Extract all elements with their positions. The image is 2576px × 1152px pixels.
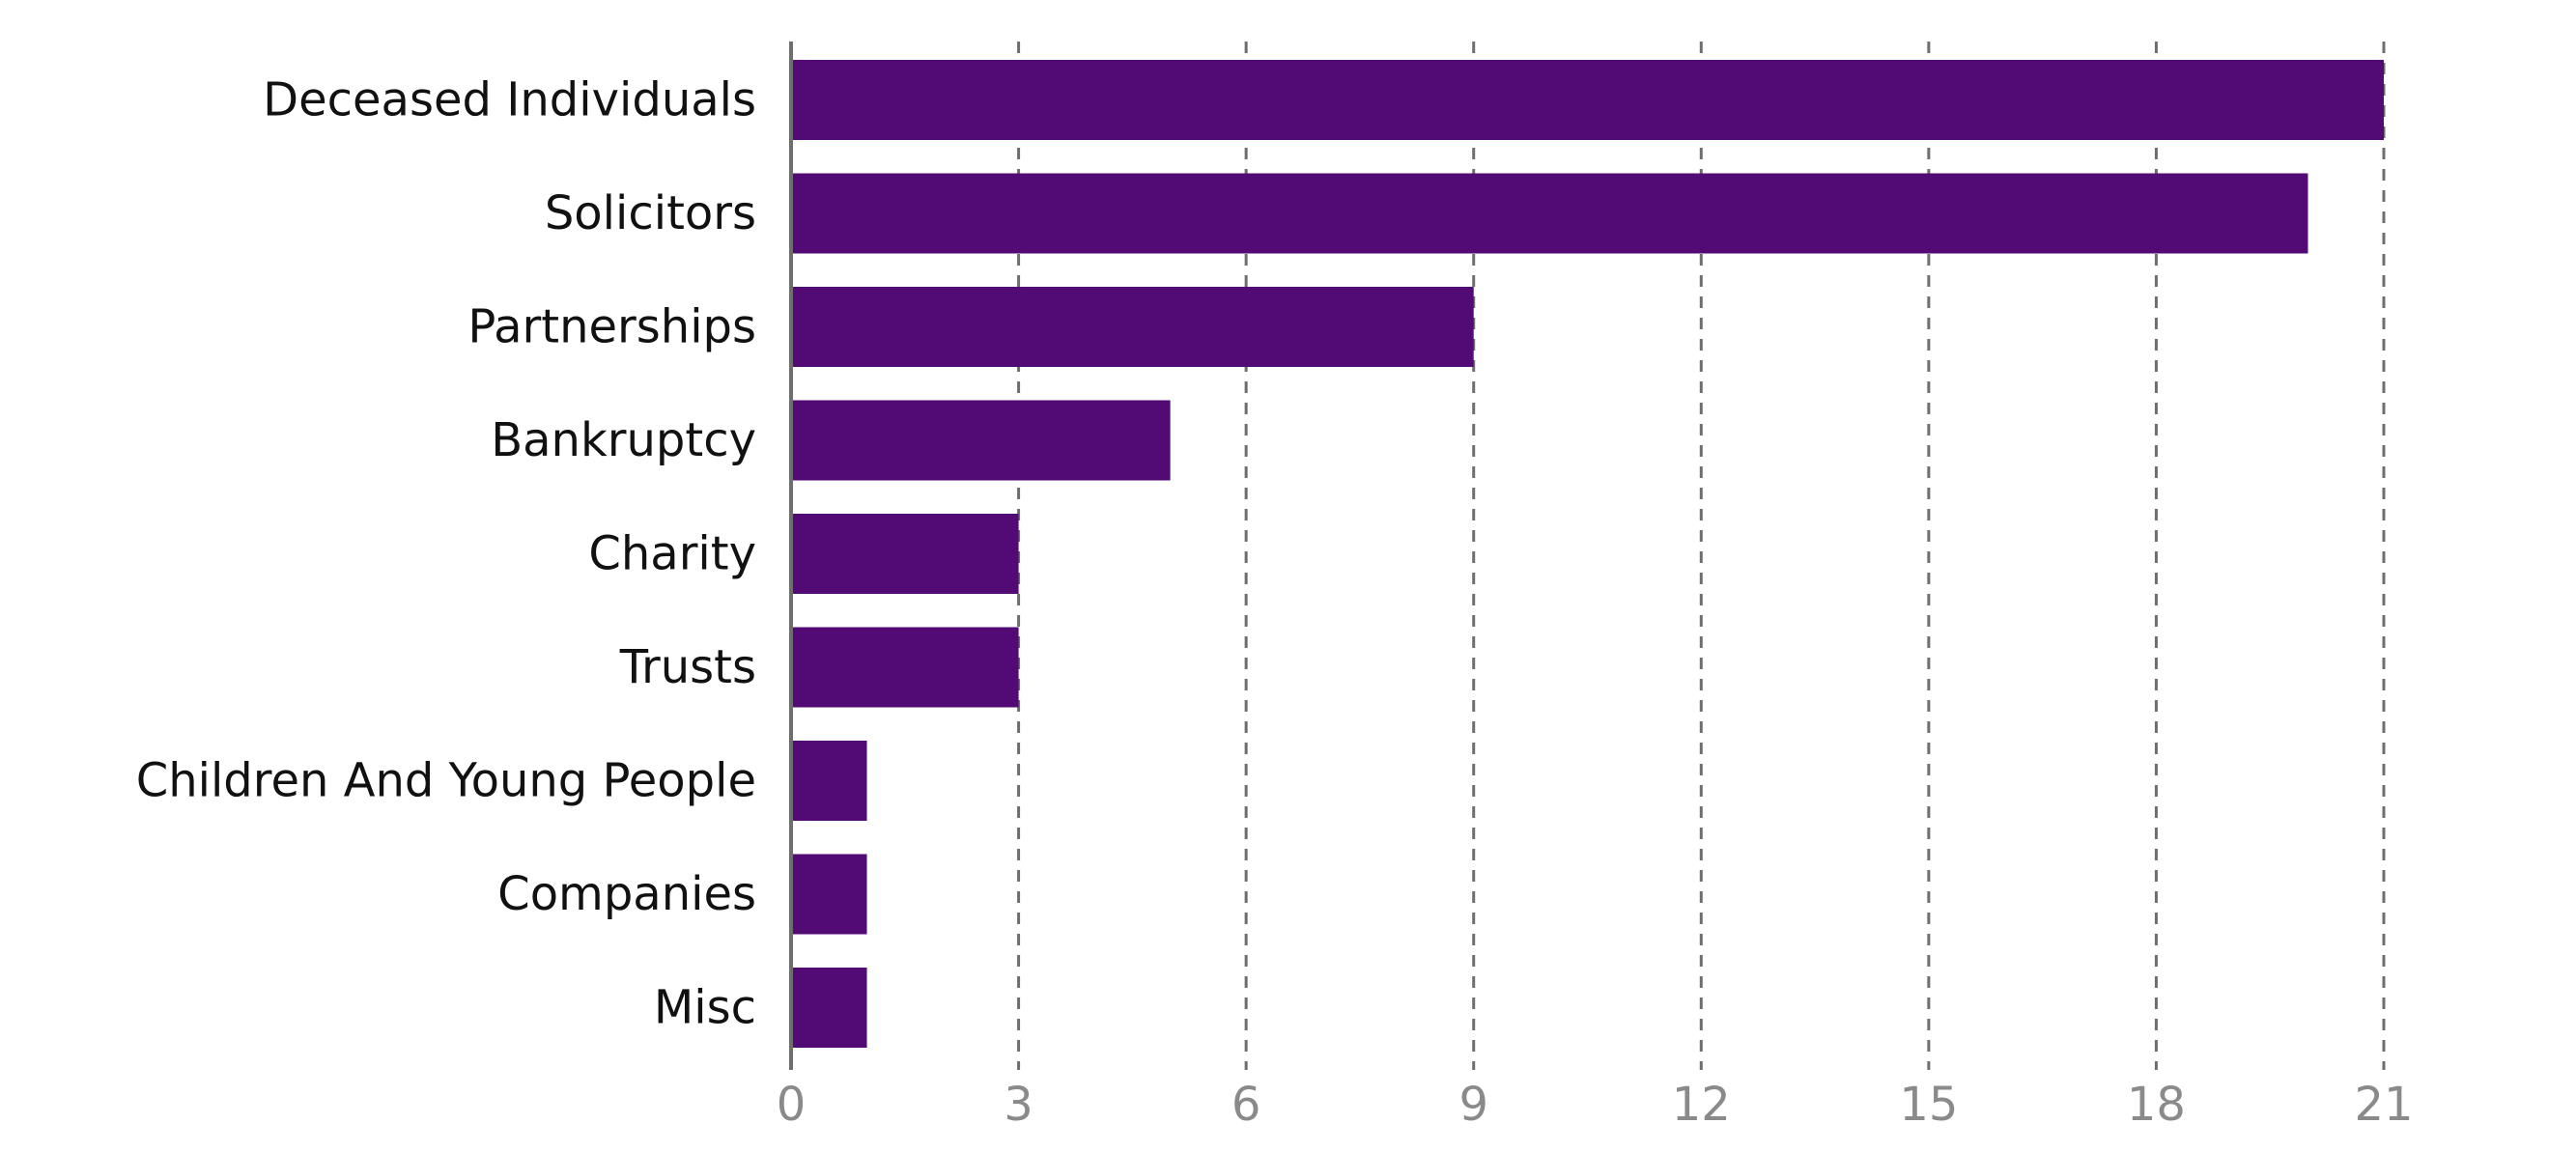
category-label: Solicitors [545,186,756,240]
category-label: Deceased Individuals [263,73,756,127]
bars [791,60,2384,1048]
bar [791,514,1019,594]
x-tick-label: 18 [2127,1078,2186,1132]
x-tick-label: 21 [2354,1078,2413,1132]
x-tick-labels: 0 3 6 9 12 15 18 21 [777,1078,2414,1132]
bar [791,627,1019,708]
bar [791,173,2308,254]
x-tick-label: 6 [1231,1078,1261,1132]
bar [791,400,1171,481]
x-tick-label: 9 [1458,1078,1488,1132]
x-tick-label: 15 [1899,1078,1958,1132]
category-label: Partnerships [467,300,756,354]
bar [791,968,867,1048]
bar [791,287,1474,367]
category-label: Trusts [619,640,756,694]
x-tick-label: 0 [777,1078,807,1132]
bar [791,60,2384,140]
category-label: Bankruptcy [491,413,756,467]
bar [791,854,867,935]
category-label: Companies [497,867,756,921]
category-label: Charity [588,527,756,581]
bar [791,741,867,821]
category-label: Children And Young People [136,754,756,808]
x-tick-label: 12 [1672,1078,1731,1132]
category-labels: Deceased Individuals Solicitors Partnershi… [136,73,756,1035]
x-tick-label: 3 [1004,1078,1033,1132]
category-label: Misc [654,981,756,1035]
